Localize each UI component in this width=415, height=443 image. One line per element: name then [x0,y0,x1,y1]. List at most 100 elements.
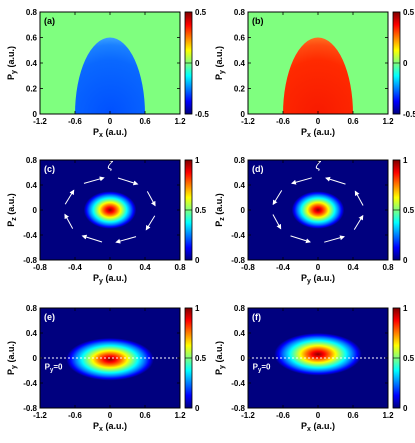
y-tick-label: 0.8 [234,8,246,17]
colorbar-tick-label: 1 [195,304,200,313]
x-tick-label: 1.2 [174,117,186,126]
colorbar: 0.5 0 -0.5 [392,8,415,119]
x-tick-label: 0 [316,263,321,272]
rotation-arrow [83,176,105,184]
heatmap-peak [291,191,345,229]
panel-label: (a) [44,16,55,26]
colorbar-tick-label: 0 [195,256,200,265]
x-tick-label: -1.2 [33,411,47,420]
plot-area [40,12,180,114]
y-axis-label: Py (a.u.) [6,341,18,375]
panel-label: (b) [252,16,264,26]
x-tick-label: 1.2 [382,411,394,420]
y-tick-label: 0 [33,354,38,363]
colorbar-tick-label: -0.5 [195,110,209,119]
colorbar-tick-label: 0.5 [195,8,207,17]
y-tick-label: 0.4 [26,59,38,68]
y-tick-label: 0 [241,354,246,363]
x-tick-label: -0.4 [68,263,82,272]
colorbar-tick-label: 0 [403,256,408,265]
y-tick-label: 0.2 [26,85,38,94]
x-tick-label: 0 [316,117,321,126]
x-axis-label: Px (a.u.) [301,421,335,433]
x-axis-label: Py (a.u.) [93,273,127,285]
x-tick-label: -0.6 [68,411,82,420]
panel-b: (b) -1.2 -0.6 0 0.6 1.2 0 0.2 0.4 0.6 0.8 Px (a.u.)… [214,8,415,139]
heatmap-peak [83,191,137,229]
rotation-arrow [81,234,103,243]
heatmap-peak [66,338,154,381]
x-tick-label: -0.6 [68,117,82,126]
x-tick-label: -0.6 [276,117,290,126]
y-tick-label: -0.8 [23,404,37,413]
rotation-arrow [64,189,75,205]
x-tick-label: 0.6 [347,411,359,420]
plot-area: Py=0 [248,308,388,408]
x-tick-label: 0 [108,411,113,420]
y-tick-label: 0.4 [234,59,246,68]
colorbar-tick-label: 1 [403,156,408,165]
rotation-arrow [354,190,364,206]
plot-area [248,12,388,114]
panel-a: (a) -1.2 -0.6 0 0.6 1.2 0 0.2 0.4 0.6 0.8 Px (a.u.)… [6,8,209,139]
colorbar-tick-label: 0 [195,404,200,413]
y-tick-label: 0 [33,110,38,119]
panel-label: (f) [252,312,261,322]
rotation-arrow [272,190,283,206]
y-tick-label: 0.8 [234,304,246,313]
y-axis-label: Py (a.u.) [6,46,18,80]
heatmap-peak [274,333,362,376]
y-axis-label: Pz (a.u.) [6,193,18,227]
y-tick-label: -0.4 [231,231,245,240]
panel-label: (d) [252,164,264,174]
colorbar: 10.50 [392,304,415,413]
x-tick-label: -0.6 [276,411,290,420]
x-axis-label: Px (a.u.) [93,421,127,433]
x-tick-label: -0.8 [241,263,255,272]
x-tick-label: 0.6 [139,411,151,420]
x-tick-label: 0.4 [347,263,359,272]
x-tick-label: 0.8 [382,263,394,272]
x-tick-label: -0.8 [33,263,47,272]
annotation-py-zero: Py=0 [45,362,63,373]
panel-f: Py=0 (f) -1.2 -0.6 0 0.6 1.2 -0.8 -0.4 0 0.4 0.8 Px … [214,304,415,433]
y-axis-label: Py (a.u.) [214,341,226,375]
colorbar-tick-label: 0.5 [403,206,415,215]
rotation-arrow [146,191,156,207]
x-tick-label: 0 [108,117,113,126]
plot-area: Py=0 [40,308,180,408]
colorbar-tick-label: 0.5 [403,354,415,363]
x-axis-label: Py (a.u.) [301,273,335,285]
colorbar-tick-label: 0.5 [403,8,415,17]
x-tick-label: 0 [108,263,113,272]
x-axis-label: Px (a.u.) [301,127,335,139]
y-tick-label: 0.8 [26,304,38,313]
y-tick-label: -0.8 [231,404,245,413]
x-tick-label: 1.2 [174,411,186,420]
y-tick-label: -0.4 [231,379,245,388]
x-tick-label: 0.4 [139,263,151,272]
y-tick-label: 0.4 [26,329,38,338]
rotation-arrow [145,215,156,231]
x-tick-label: 0.6 [347,117,359,126]
x-tick-label: -0.4 [276,263,290,272]
y-tick-label: -0.4 [23,379,37,388]
panel-e: Py=0 (e) -1.2 -0.6 0 0.6 1.2 -0.8 -0.4 0 0.4 0.8 Px … [6,304,207,433]
colorbar: 10.50 [184,304,207,413]
x-tick-label: -1.2 [33,117,47,126]
y-axis-label: Pz (a.u.) [214,193,226,227]
x-tick-label: 0 [316,411,321,420]
colorbar-tick-label: 0 [403,59,408,68]
colorbar-tick-label: 1 [403,304,408,313]
y-axis-label: Py (a.u.) [214,46,226,80]
x-tick-label: -1.2 [241,411,255,420]
y-tick-label: -0.4 [23,231,37,240]
rotation-arrow [290,235,311,244]
rotation-arrow [353,214,364,230]
rotation-arrow [64,213,74,229]
panel-label: (c) [44,164,55,174]
x-tick-label: 0.8 [174,263,186,272]
colorbar: 0.5 0 -0.5 [184,8,209,119]
colorbar-tick-label: 0.5 [195,206,207,215]
